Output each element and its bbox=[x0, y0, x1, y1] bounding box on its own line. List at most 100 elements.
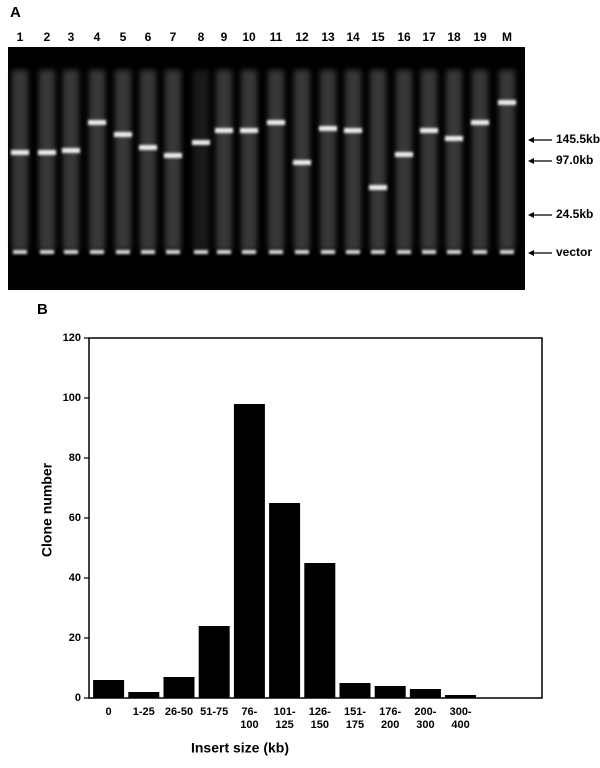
lane-band bbox=[88, 120, 106, 125]
lane-smear bbox=[63, 70, 79, 250]
vector-band bbox=[397, 250, 411, 254]
marker-arrowhead bbox=[528, 250, 534, 256]
lane-band bbox=[215, 128, 233, 133]
lane-smear bbox=[499, 70, 515, 250]
vector-band bbox=[346, 250, 360, 254]
lane-band bbox=[267, 120, 285, 125]
vector-band bbox=[141, 250, 155, 254]
bar bbox=[374, 686, 406, 698]
lane-smear bbox=[421, 70, 437, 250]
lane-smear bbox=[140, 70, 156, 250]
vector-band bbox=[447, 250, 461, 254]
lane-band bbox=[11, 150, 29, 155]
lane-band bbox=[38, 150, 56, 155]
y-tick-label: 0 bbox=[75, 692, 81, 704]
bar bbox=[163, 677, 195, 698]
y-tick-label: 120 bbox=[63, 332, 81, 344]
lane-smear bbox=[216, 70, 232, 250]
lane-label: 4 bbox=[94, 30, 101, 44]
lane-label: 3 bbox=[68, 30, 75, 44]
panel-label: A bbox=[10, 4, 21, 21]
x-tick-label: 151-175 bbox=[343, 706, 367, 731]
x-tick-label: 126-150 bbox=[308, 706, 331, 731]
marker-label: 24.5kb bbox=[556, 207, 593, 221]
vector-band bbox=[371, 250, 385, 254]
lane-label: 15 bbox=[371, 30, 385, 44]
vector-band bbox=[242, 250, 256, 254]
vector-band bbox=[116, 250, 130, 254]
lane-smear bbox=[320, 70, 336, 250]
vector-band bbox=[194, 250, 208, 254]
lane-smear bbox=[345, 70, 361, 250]
vector-band bbox=[13, 250, 27, 254]
vector-band bbox=[269, 250, 283, 254]
lane-band bbox=[471, 120, 489, 125]
lane-label: 6 bbox=[145, 30, 152, 44]
marker-label: 145.5kb bbox=[556, 132, 600, 146]
vector-band bbox=[422, 250, 436, 254]
lane-band bbox=[445, 136, 463, 141]
lane-label: 5 bbox=[120, 30, 127, 44]
vector-band bbox=[166, 250, 180, 254]
y-tick-label: 100 bbox=[63, 392, 81, 404]
x-tick-label: 176-200 bbox=[379, 706, 402, 731]
lane-band bbox=[62, 148, 80, 153]
bar bbox=[93, 680, 125, 698]
vector-band bbox=[295, 250, 309, 254]
bar bbox=[339, 683, 371, 698]
bar bbox=[445, 695, 477, 698]
lane-band bbox=[319, 126, 337, 131]
y-tick-label: 40 bbox=[69, 572, 81, 584]
lane-label: 19 bbox=[473, 30, 487, 44]
lane-band bbox=[498, 100, 516, 105]
lane-smear bbox=[193, 70, 209, 250]
y-tick-label: 20 bbox=[69, 632, 81, 644]
marker-arrowhead bbox=[528, 137, 534, 143]
lane-label: 13 bbox=[321, 30, 335, 44]
lane-band bbox=[139, 145, 157, 150]
lane-label: 9 bbox=[221, 30, 228, 44]
lane-label: 14 bbox=[346, 30, 360, 44]
vector-band bbox=[40, 250, 54, 254]
marker-label: vector bbox=[556, 245, 592, 259]
vector-band bbox=[473, 250, 487, 254]
x-tick-label: 51-75 bbox=[200, 706, 229, 718]
lane-label: 18 bbox=[447, 30, 461, 44]
vector-band bbox=[64, 250, 78, 254]
vector-band bbox=[500, 250, 514, 254]
lane-smear bbox=[165, 70, 181, 250]
lane-label: 17 bbox=[422, 30, 436, 44]
lane-smear bbox=[12, 70, 28, 250]
x-tick-label: 200-300 bbox=[414, 706, 437, 731]
vector-band bbox=[321, 250, 335, 254]
marker-label: 97.0kb bbox=[556, 153, 593, 167]
bar bbox=[269, 503, 301, 698]
lane-smear bbox=[89, 70, 105, 250]
lane-smear bbox=[115, 70, 131, 250]
x-tick-label: 101-125 bbox=[273, 706, 296, 731]
x-axis-label: Insert size (kb) bbox=[191, 740, 289, 756]
lane-band bbox=[114, 132, 132, 137]
x-tick-label: 0 bbox=[105, 706, 112, 718]
marker-arrowhead bbox=[528, 212, 534, 218]
lane-smear bbox=[241, 70, 257, 250]
y-tick-label: 80 bbox=[69, 452, 81, 464]
vector-band bbox=[217, 250, 231, 254]
lane-band bbox=[293, 160, 311, 165]
marker-arrowhead bbox=[528, 158, 534, 164]
lane-smear bbox=[39, 70, 55, 250]
bar bbox=[409, 689, 441, 698]
y-tick-label: 60 bbox=[69, 512, 81, 524]
bar bbox=[233, 404, 265, 698]
lane-band bbox=[192, 140, 210, 145]
bar bbox=[198, 626, 230, 698]
lane-smear bbox=[472, 70, 488, 250]
lane-label: 7 bbox=[170, 30, 177, 44]
lane-label: 16 bbox=[397, 30, 411, 44]
lane-label: 10 bbox=[242, 30, 256, 44]
lane-band bbox=[164, 153, 182, 158]
lane-label: 11 bbox=[270, 30, 283, 44]
lane-smear bbox=[446, 70, 462, 250]
